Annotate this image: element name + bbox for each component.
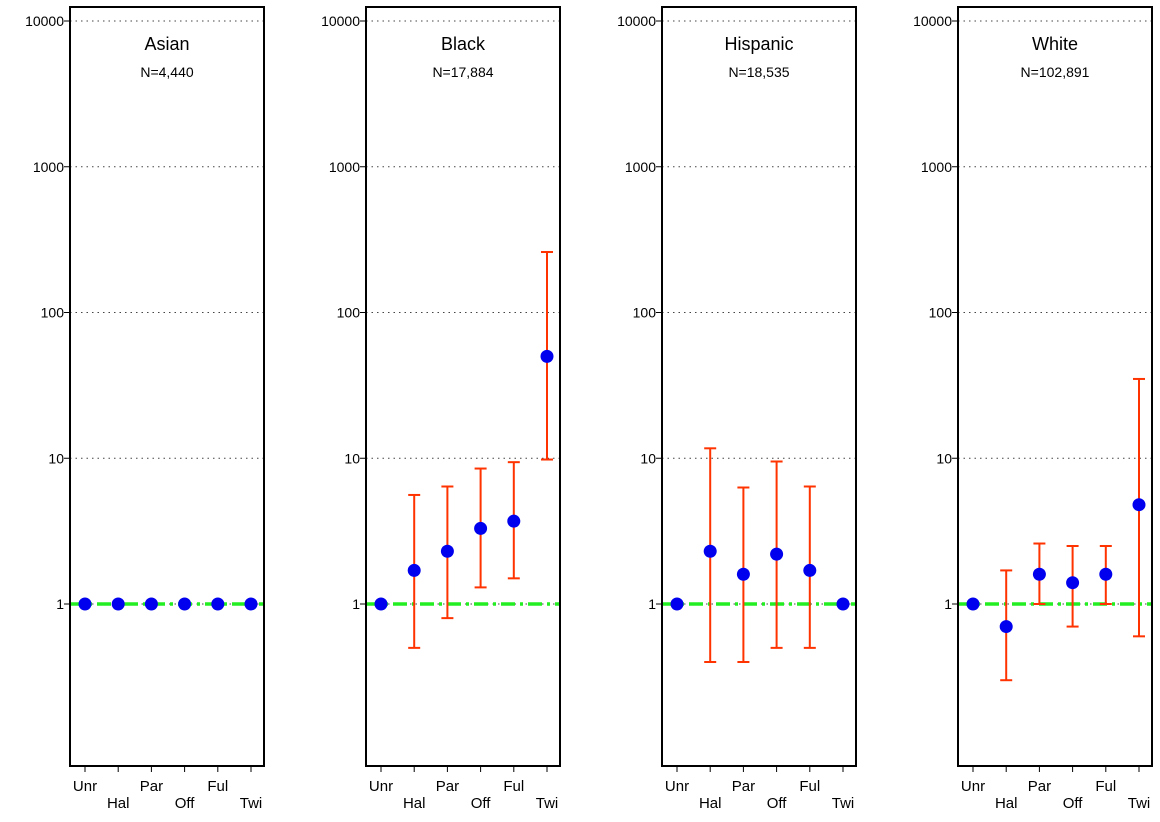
- x-tick-label: Par: [140, 778, 163, 795]
- data-point-off: [474, 521, 488, 535]
- data-point-hal: [111, 597, 125, 611]
- panel-frame: [661, 6, 857, 767]
- panel-title: Hispanic: [724, 34, 793, 54]
- y-tick-label: 10: [48, 450, 64, 466]
- data-point-unr: [78, 597, 92, 611]
- x-tick-label: Twi: [832, 795, 855, 812]
- data-point-ful: [1099, 567, 1113, 581]
- x-tick-label: Unr: [73, 778, 97, 795]
- x-tick-label: Off: [767, 795, 788, 812]
- panel-subtitle: N=102,891: [1021, 64, 1090, 80]
- x-tick-label: Off: [175, 795, 196, 812]
- data-point-ful: [803, 563, 817, 577]
- panel-hispanic: 1 10 100 1000 10000 Hispanic N=18,535 Unr Hal Par…: [617, 6, 857, 812]
- data-point-par: [1032, 567, 1046, 581]
- y-tick-label: 1000: [33, 159, 64, 175]
- y-tick-label: 100: [337, 305, 361, 321]
- data-point-hal: [407, 563, 421, 577]
- y-tick-label: 1000: [921, 159, 952, 175]
- x-tick-label: Hal: [107, 795, 130, 812]
- panel-subtitle: N=18,535: [728, 64, 789, 80]
- x-tick-label: Ful: [503, 778, 524, 795]
- x-tick-label: Ful: [799, 778, 820, 795]
- y-tick-label: 1: [352, 596, 360, 612]
- panel-subtitle: N=4,440: [140, 64, 194, 80]
- data-point-unr: [374, 597, 388, 611]
- y-tick-label: 100: [929, 305, 953, 321]
- y-tick-label: 10000: [25, 13, 64, 29]
- data-point-twi: [1132, 498, 1146, 512]
- panel-title: Asian: [144, 34, 189, 54]
- x-tick-label: Twi: [240, 795, 263, 812]
- x-tick-label: Par: [732, 778, 755, 795]
- x-tick-label: Twi: [536, 795, 559, 812]
- y-tick-label: 10000: [617, 13, 656, 29]
- y-tick-label: 1: [56, 596, 64, 612]
- data-point-ful: [507, 514, 521, 528]
- panel-frame: [957, 6, 1153, 767]
- panel-title: White: [1032, 34, 1078, 54]
- y-tick-label: 10000: [321, 13, 360, 29]
- y-tick-label: 10000: [913, 13, 952, 29]
- panel-frame: [69, 6, 265, 767]
- data-point-hal: [703, 544, 717, 558]
- data-point-off: [178, 597, 192, 611]
- data-point-hal: [999, 620, 1013, 634]
- panel-black: 1 10 100 1000 10000 Black N=17,884 Unr Hal Par Off…: [321, 6, 561, 812]
- y-tick-label: 1000: [329, 159, 360, 175]
- y-tick-label: 10: [344, 450, 360, 466]
- data-point-unr: [670, 597, 684, 611]
- x-tick-label: Off: [471, 795, 492, 812]
- data-point-twi: [244, 597, 258, 611]
- data-point-par: [144, 597, 158, 611]
- data-point-off: [770, 547, 784, 561]
- data-point-twi: [836, 597, 850, 611]
- x-tick-label: Hal: [995, 795, 1018, 812]
- panel-asian: 1 10 100 1000 10000 Asian N=4,440 Unr Hal Par Off F…: [25, 6, 265, 812]
- y-tick-label: 100: [41, 305, 65, 321]
- panel-title: Black: [441, 34, 486, 54]
- y-tick-label: 10: [936, 450, 952, 466]
- x-tick-label: Unr: [369, 778, 393, 795]
- data-point-ful: [211, 597, 225, 611]
- data-point-par: [440, 544, 454, 558]
- x-tick-label: Off: [1063, 795, 1084, 812]
- panel-frame: [365, 6, 561, 767]
- y-tick-label: 10: [640, 450, 656, 466]
- y-tick-label: 1: [944, 596, 952, 612]
- x-tick-label: Ful: [1095, 778, 1116, 795]
- x-tick-label: Ful: [207, 778, 228, 795]
- data-point-twi: [540, 349, 554, 363]
- x-tick-label: Hal: [403, 795, 426, 812]
- x-tick-label: Twi: [1128, 795, 1151, 812]
- data-point-par: [736, 567, 750, 581]
- data-point-unr: [966, 597, 980, 611]
- y-tick-label: 100: [633, 305, 657, 321]
- x-tick-label: Par: [1028, 778, 1051, 795]
- data-point-off: [1066, 576, 1080, 590]
- x-tick-label: Unr: [961, 778, 985, 795]
- panel-subtitle: N=17,884: [432, 64, 493, 80]
- y-tick-label: 1000: [625, 159, 656, 175]
- panel-white: 1 10 100 1000 10000 White N=102,891 Unr Hal Par Of…: [913, 6, 1153, 812]
- x-tick-label: Par: [436, 778, 459, 795]
- y-tick-label: 1: [648, 596, 656, 612]
- x-tick-label: Unr: [665, 778, 689, 795]
- x-tick-label: Hal: [699, 795, 722, 812]
